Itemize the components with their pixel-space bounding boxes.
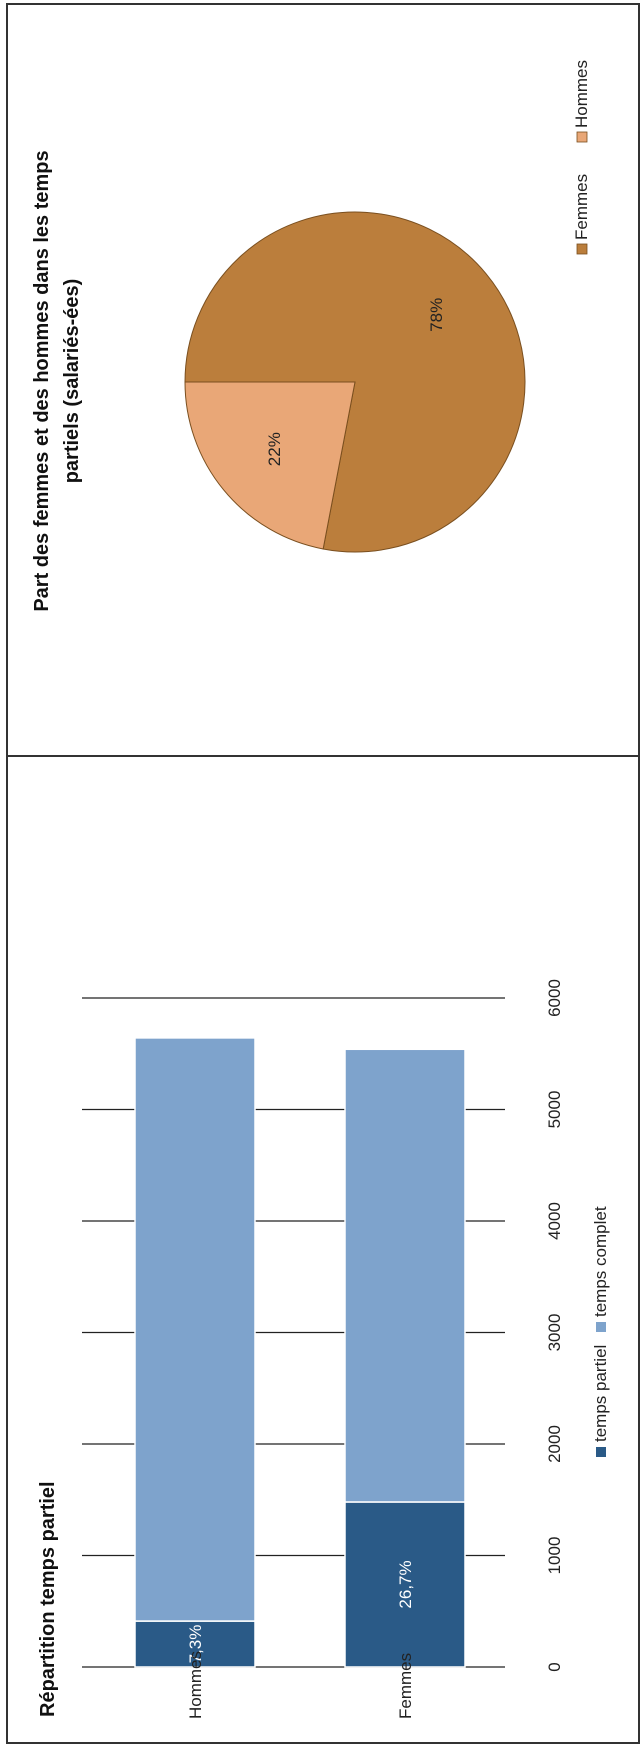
tick-label-3000: 3000 <box>545 1314 564 1352</box>
tick-label-4000: 4000 <box>545 1202 564 1240</box>
bar-chart-panel: Répartition temps partiel 7,3% 26,7% Homm… <box>37 979 610 1719</box>
legend-label-hommes: Hommes <box>572 60 591 128</box>
pie-label-femmes: 78% <box>427 298 446 332</box>
bar-tick-labels: 0 1000 2000 3000 4000 5000 6000 <box>545 979 564 1672</box>
bar-femmes-temps-complet <box>344 1048 466 1503</box>
bar-chart-title: Répartition temps partiel <box>37 1481 59 1717</box>
pie-label-hommes: 22% <box>265 432 284 466</box>
legend-swatch-temps-complet <box>596 1322 606 1332</box>
legend-swatch-temps-partiel <box>596 1447 606 1457</box>
category-label-hommes: Hommes <box>186 1651 205 1719</box>
legend-label-temps-partiel: temps partiel <box>591 1345 610 1442</box>
pie-slice-femmes <box>184 211 526 553</box>
pie-chart-title-line-1: Part des femmes et des hommes dans les t… <box>31 150 53 611</box>
bar-category-labels: Hommes Femmes <box>186 1651 415 1719</box>
tick-label-2000: 2000 <box>545 1425 564 1463</box>
pie-data-labels: 78% 22% <box>265 298 446 466</box>
category-label-femmes: Femmes <box>396 1653 415 1719</box>
bar-legend: temps partiel temps complet <box>591 1206 610 1457</box>
legend-swatch-hommes <box>576 131 588 143</box>
tick-label-6000: 6000 <box>545 979 564 1017</box>
pie-slice-hommes <box>184 381 356 550</box>
legend-swatch-femmes <box>576 243 588 255</box>
data-label-femmes-temps-partiel: 26,7% <box>396 1560 415 1608</box>
pie-chart-panel: Part des femmes et des hommes dans les t… <box>31 60 591 612</box>
pie-legend: Femmes Hommes <box>572 60 591 255</box>
legend-label-femmes: Femmes <box>572 174 591 240</box>
pie-slices <box>184 211 526 553</box>
pie-chart-title-line-2: partiels (salariés-ées) <box>61 279 83 484</box>
legend-label-temps-complet: temps complet <box>591 1206 610 1317</box>
tick-label-0: 0 <box>545 1662 564 1671</box>
data-label-hommes-temps-partiel: 7,3% <box>186 1625 205 1664</box>
bar-marks: 7,3% 26,7% <box>134 1037 466 1668</box>
bar-hommes-temps-complet <box>134 1037 256 1622</box>
page-frame <box>6 3 640 1744</box>
tick-label-1000: 1000 <box>545 1537 564 1575</box>
tick-label-5000: 5000 <box>545 1091 564 1129</box>
